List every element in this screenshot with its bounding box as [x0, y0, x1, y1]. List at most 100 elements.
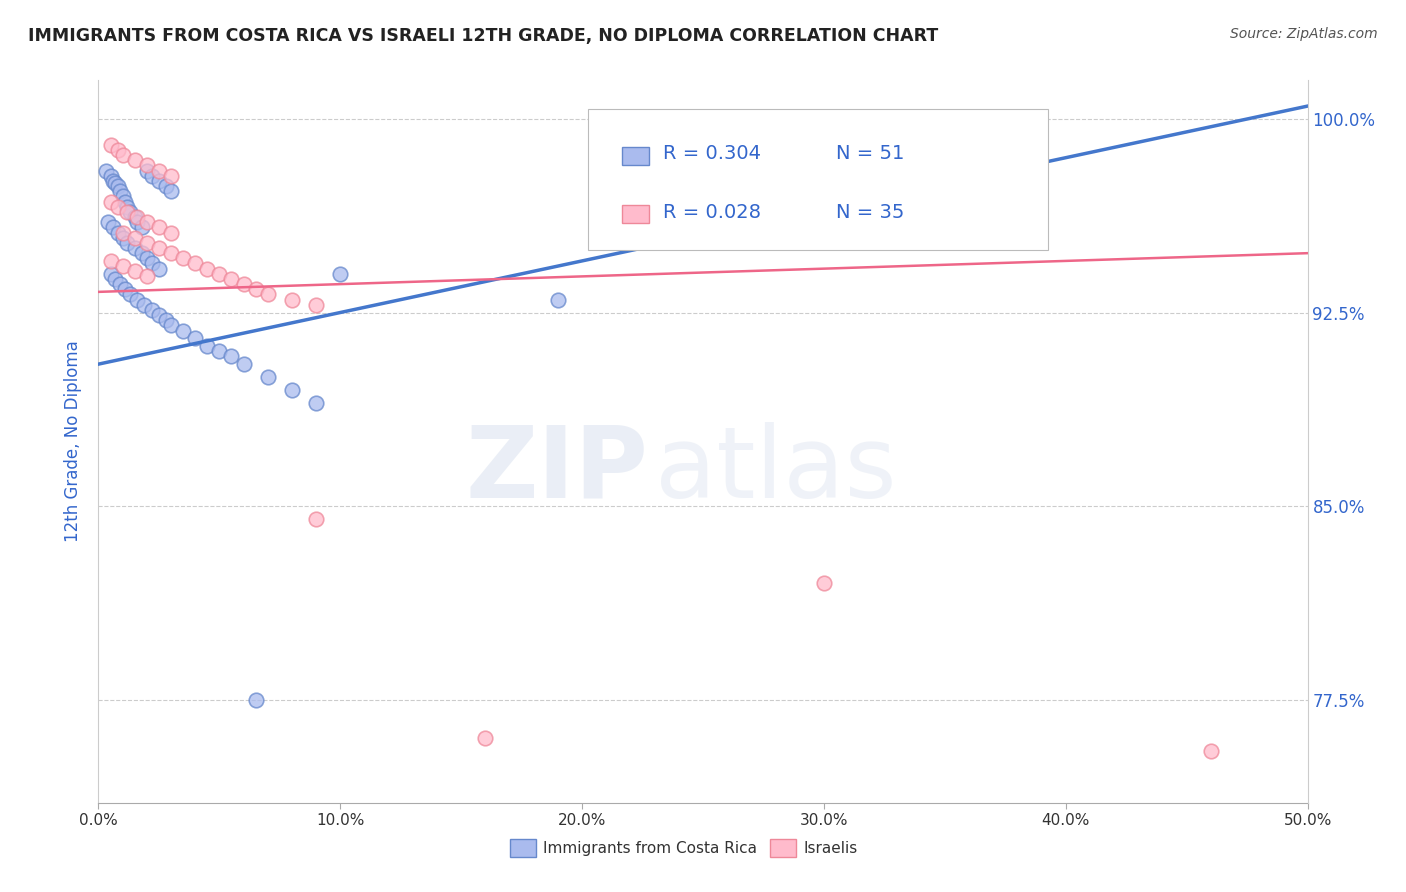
Point: [124, 153, 146, 168]
Text: atlas: atlas: [655, 422, 896, 519]
Point: [208, 267, 231, 281]
Point: [148, 174, 170, 188]
Point: [160, 318, 183, 333]
Point: [474, 731, 496, 746]
Point: [160, 184, 183, 198]
Text: R = 0.028: R = 0.028: [664, 202, 761, 221]
Point: [256, 370, 278, 384]
Point: [117, 200, 139, 214]
Bar: [621, 205, 648, 223]
Y-axis label: 12th Grade, No Diploma: 12th Grade, No Diploma: [65, 341, 83, 542]
Point: [232, 277, 254, 292]
Point: [245, 282, 267, 296]
Point: [124, 230, 146, 244]
Point: [114, 282, 136, 296]
Point: [245, 692, 267, 706]
Text: Israelis: Israelis: [803, 841, 858, 855]
Point: [281, 293, 304, 307]
Point: [101, 220, 124, 235]
Point: [127, 210, 149, 224]
Point: [256, 287, 278, 301]
Point: [100, 137, 122, 152]
Point: [160, 169, 183, 183]
Bar: [509, 838, 536, 857]
Point: [127, 293, 149, 307]
FancyBboxPatch shape: [588, 109, 1047, 250]
Text: Source: ZipAtlas.com: Source: ZipAtlas.com: [1230, 27, 1378, 41]
Bar: [769, 838, 796, 857]
Point: [111, 148, 134, 162]
Text: R = 0.304: R = 0.304: [664, 145, 761, 163]
Point: [101, 174, 124, 188]
Point: [124, 264, 146, 278]
Bar: [621, 147, 648, 165]
Point: [104, 272, 127, 286]
Point: [100, 194, 122, 209]
Point: [184, 331, 207, 345]
Point: [135, 235, 157, 250]
Point: [195, 261, 218, 276]
Point: [195, 339, 218, 353]
Point: [281, 383, 304, 397]
Point: [813, 576, 835, 591]
Point: [148, 261, 170, 276]
Text: Immigrants from Costa Rica: Immigrants from Costa Rica: [543, 841, 758, 855]
Point: [114, 194, 136, 209]
Point: [135, 269, 157, 284]
Text: IMMIGRANTS FROM COSTA RICA VS ISRAELI 12TH GRADE, NO DIPLOMA CORRELATION CHART: IMMIGRANTS FROM COSTA RICA VS ISRAELI 12…: [28, 27, 938, 45]
Point: [160, 226, 183, 240]
Point: [135, 163, 157, 178]
Point: [148, 163, 170, 178]
Point: [1199, 744, 1222, 758]
Point: [134, 298, 156, 312]
Point: [107, 226, 129, 240]
Point: [305, 512, 328, 526]
Point: [100, 267, 122, 281]
Point: [135, 158, 157, 172]
Point: [148, 241, 170, 255]
Point: [107, 179, 129, 194]
Point: [97, 215, 120, 229]
Point: [184, 256, 207, 270]
Text: N = 35: N = 35: [837, 202, 904, 221]
Point: [111, 189, 134, 203]
Point: [148, 220, 170, 235]
Point: [131, 220, 153, 235]
Point: [547, 293, 569, 307]
Point: [111, 259, 134, 273]
Point: [135, 252, 157, 266]
Point: [117, 235, 139, 250]
Point: [131, 246, 153, 260]
Point: [155, 179, 177, 194]
Point: [141, 169, 163, 183]
Point: [117, 205, 139, 219]
Point: [172, 252, 194, 266]
Point: [135, 215, 157, 229]
Point: [118, 287, 141, 301]
Point: [221, 272, 243, 286]
Point: [118, 205, 141, 219]
Point: [124, 210, 146, 224]
Point: [155, 313, 177, 327]
Point: [104, 177, 127, 191]
Point: [172, 324, 194, 338]
Point: [329, 267, 352, 281]
Point: [100, 169, 122, 183]
Point: [221, 350, 243, 364]
Point: [232, 357, 254, 371]
Point: [141, 302, 163, 317]
Point: [107, 143, 129, 157]
Point: [305, 298, 328, 312]
Point: [160, 246, 183, 260]
Point: [111, 226, 134, 240]
Point: [127, 215, 149, 229]
Point: [124, 241, 146, 255]
Point: [305, 396, 328, 410]
Text: N = 51: N = 51: [837, 145, 904, 163]
Point: [94, 163, 117, 178]
Point: [108, 184, 131, 198]
Point: [148, 308, 170, 322]
Point: [208, 344, 231, 359]
Point: [100, 253, 122, 268]
Text: ZIP: ZIP: [465, 422, 648, 519]
